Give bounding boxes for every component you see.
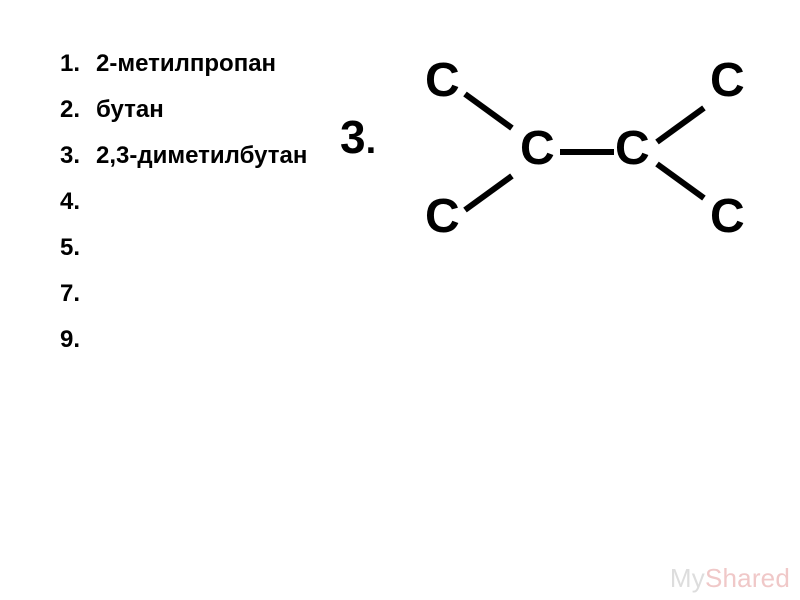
list-number: 3. [60,142,96,170]
diagram-label-dot: . [366,120,377,162]
list-number: 2. [60,96,96,124]
list-number: 4. [60,188,96,216]
bond [655,162,705,201]
bond [655,105,705,144]
list-number: 5. [60,234,96,262]
list-text: 2,3-диметилбутан [96,142,307,170]
diagram-label-number: 3 [340,111,366,163]
watermark-part1: My [670,563,705,593]
carbon-atom: C [425,193,460,241]
list-row: 5. [60,234,307,262]
bond [560,149,614,155]
list-text: бутан [96,96,164,124]
list-number: 7. [60,280,96,308]
answer-list: 1. 2-метилпропан 2. бутан 3. 2,3-диметил… [60,50,307,372]
bond [463,92,513,131]
watermark: MyShared [670,563,790,594]
diagram-label: 3. [340,110,376,164]
list-row: 2. бутан [60,96,307,124]
watermark-part2: Shared [705,563,790,593]
list-row: 1. 2-метилпропан [60,50,307,78]
list-text: 2-метилпропан [96,50,276,78]
list-row: 7. [60,280,307,308]
carbon-atom: C [710,57,745,105]
carbon-atom: C [520,125,555,173]
carbon-atom: C [615,125,650,173]
molecule-diagram: C C C C C C [385,35,785,255]
page: 1. 2-метилпропан 2. бутан 3. 2,3-диметил… [0,0,800,600]
list-row: 3. 2,3-диметилбутан [60,142,307,170]
bond [463,173,513,212]
list-row: 4. [60,188,307,216]
carbon-atom: C [425,57,460,105]
list-number: 9. [60,326,96,354]
list-number: 1. [60,50,96,78]
carbon-atom: C [710,193,745,241]
list-row: 9. [60,326,307,354]
